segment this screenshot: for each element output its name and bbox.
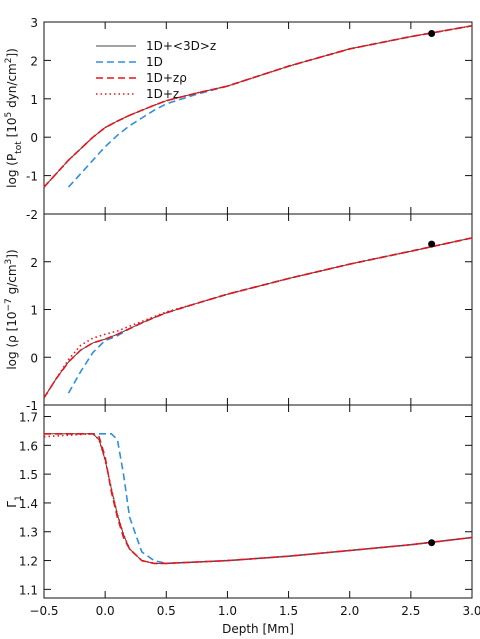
y-axis-label-part: g/cm (5, 264, 19, 298)
y-axis-label-part: 3 (4, 259, 14, 265)
marker-point (428, 240, 436, 248)
y-tick-label: 1 (30, 93, 38, 107)
y-tick-label: -1 (26, 170, 38, 184)
legend-label: 1D+z (146, 87, 179, 101)
y-axis-label-part: Γ (5, 501, 19, 508)
series-line (43, 25, 473, 188)
y-axis-label-part: ]) (5, 48, 19, 57)
y-tick-label: -2 (26, 208, 38, 222)
series-line (43, 432, 473, 565)
x-tick-label: 2.0 (340, 604, 359, 618)
y-axis-label: Γ1 (5, 495, 24, 507)
y-tick-label: 1.4 (19, 497, 38, 511)
y-axis-label-part: log (ρ [10 (5, 311, 19, 369)
y-axis-label: log (Ptot [105 dyn/cm2]) (4, 48, 24, 188)
y-tick-label: 1 (30, 304, 38, 318)
plot-frame (43, 21, 473, 215)
x-tick-label: 0.5 (157, 604, 176, 618)
y-tick-label: 1.3 (19, 526, 38, 540)
series-line (43, 237, 473, 399)
x-tick-label: 1.0 (218, 604, 237, 618)
series-line (44, 433, 473, 565)
y-tick-label: 2 (30, 256, 38, 270)
y-axis-label-part: −7 (4, 298, 14, 311)
x-tick-label: −0.5 (29, 604, 58, 618)
series-line (44, 433, 473, 564)
series-line (44, 433, 473, 565)
y-axis-label-part: dyn/cm (5, 63, 19, 111)
x-axis-label: Depth [Mm] (222, 622, 294, 636)
y-axis-label-part: 1 (14, 495, 24, 501)
y-tick-label: 1.1 (19, 583, 38, 597)
y-tick-label: 2 (30, 54, 38, 68)
series-line (67, 237, 473, 394)
series-line (43, 237, 473, 399)
series-line (43, 25, 473, 188)
y-tick-label: 1.6 (19, 439, 38, 453)
plot-frame (43, 213, 473, 406)
y-tick-label: 3 (30, 16, 38, 30)
y-axis-label-part: log (P (5, 154, 19, 188)
y-tick-label: 1.7 (19, 411, 38, 425)
y-tick-label: 0 (30, 351, 38, 365)
y-tick-label: 0 (30, 131, 38, 145)
series-line (43, 25, 473, 188)
y-axis-label-part: ]) (5, 249, 19, 258)
x-tick-label: 2.5 (401, 604, 420, 618)
y-tick-label: -1 (26, 399, 38, 413)
y-axis-label-part: 5 (4, 112, 14, 118)
series-line (67, 25, 473, 188)
legend-label: 1D (146, 55, 163, 69)
x-tick-label: 1.5 (279, 604, 298, 618)
legend-label: 1D+<3D>z (146, 39, 216, 53)
marker-point (428, 30, 436, 38)
y-axis-label-part: 2 (4, 58, 14, 64)
x-tick-label: 3.0 (462, 604, 480, 618)
y-tick-label: 1.2 (19, 555, 38, 569)
series-line (43, 237, 473, 399)
y-axis-label-part: [10 (5, 117, 19, 141)
plot-frame (43, 404, 473, 599)
marker-point (428, 539, 436, 547)
legend-label: 1D+zρ (146, 71, 187, 85)
y-tick-label: 1.5 (19, 468, 38, 482)
x-tick-label: 0.0 (96, 604, 115, 618)
y-axis-label: log (ρ [10−7 g/cm3]) (4, 249, 19, 369)
y-axis-label-part: tot (14, 141, 24, 154)
